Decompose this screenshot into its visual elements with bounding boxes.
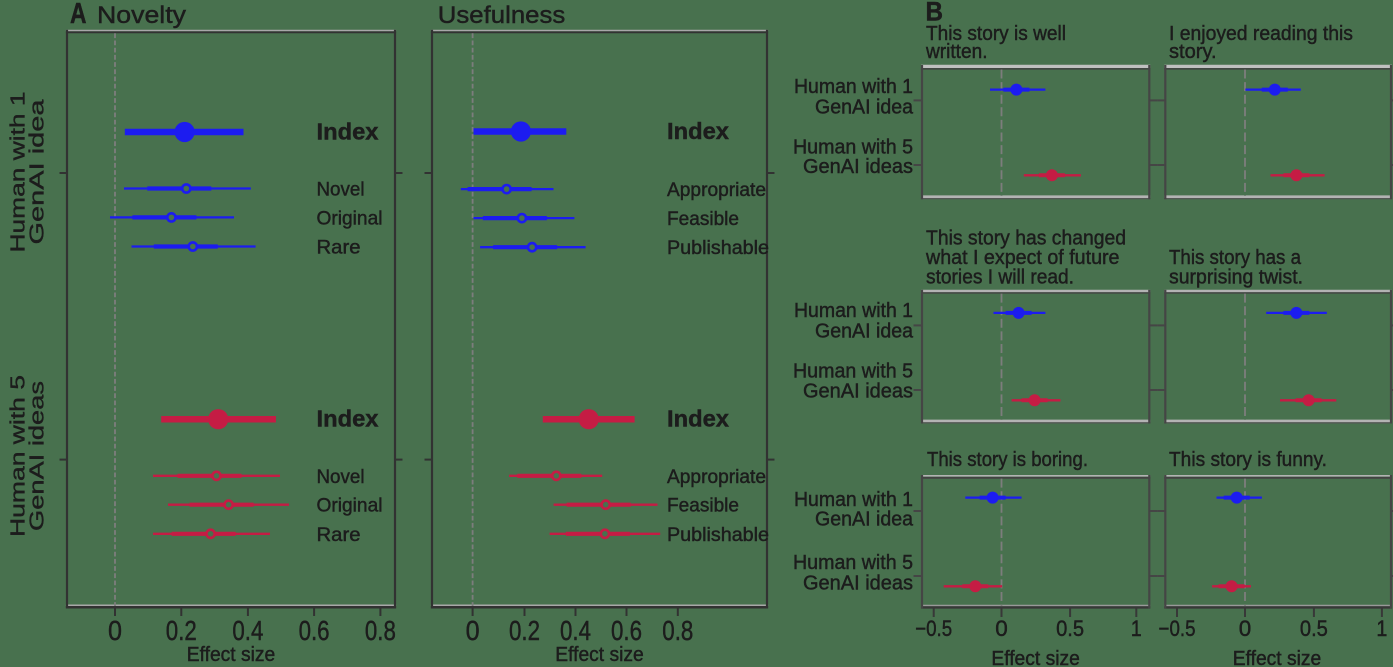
svg-text:Index: Index	[667, 406, 729, 432]
svg-text:story.: story.	[1169, 41, 1217, 63]
svg-text:Human with 5: Human with 5	[6, 375, 29, 537]
svg-text:Effect size: Effect size	[991, 648, 1080, 667]
svg-text:written.: written.	[925, 41, 987, 63]
svg-text:GenAI ideas: GenAI ideas	[803, 156, 913, 178]
svg-text:Human with 5: Human with 5	[793, 552, 913, 574]
svg-text:GenAI ideas: GenAI ideas	[803, 380, 913, 402]
svg-text:GenAI idea: GenAI idea	[815, 509, 914, 531]
svg-text:I enjoyed reading this: I enjoyed reading this	[1169, 23, 1353, 45]
svg-text:Index: Index	[667, 118, 729, 144]
svg-text:0.6: 0.6	[299, 615, 330, 646]
svg-text:Original: Original	[317, 495, 383, 517]
svg-text:Human with 1: Human with 1	[794, 76, 913, 98]
svg-text:0.4: 0.4	[560, 615, 591, 646]
svg-text:−0.5: −0.5	[915, 616, 952, 641]
svg-text:0.4: 0.4	[232, 615, 263, 646]
svg-text:GenAI ideas: GenAI ideas	[25, 381, 48, 531]
svg-text:Appropriate: Appropriate	[667, 179, 766, 201]
svg-text:Feasible: Feasible	[667, 495, 739, 517]
svg-text:Rare: Rare	[317, 237, 361, 259]
svg-text:0.6: 0.6	[611, 615, 642, 646]
svg-text:Human with 5: Human with 5	[793, 137, 913, 159]
svg-text:0: 0	[995, 616, 1008, 641]
svg-text:0.5: 0.5	[1056, 616, 1084, 641]
svg-text:GenAI ideas: GenAI ideas	[803, 572, 913, 594]
svg-text:1: 1	[1376, 616, 1387, 641]
svg-text:stories I will read.: stories I will read.	[926, 266, 1074, 288]
svg-text:Publishable: Publishable	[667, 237, 769, 259]
svg-text:Publishable: Publishable	[667, 524, 769, 546]
svg-text:Novel: Novel	[317, 466, 365, 488]
svg-text:Index: Index	[317, 406, 379, 432]
svg-text:0.2: 0.2	[509, 615, 540, 646]
svg-text:0: 0	[108, 615, 122, 646]
svg-text:surprising twist.: surprising twist.	[1169, 266, 1303, 288]
svg-text:This story is funny.: This story is funny.	[1169, 449, 1327, 471]
svg-text:Usefulness: Usefulness	[438, 2, 566, 29]
svg-text:This story is well: This story is well	[926, 23, 1066, 45]
svg-text:Human with 5: Human with 5	[793, 360, 913, 382]
svg-text:Appropriate: Appropriate	[667, 466, 766, 488]
svg-text:Effect size: Effect size	[187, 644, 276, 666]
svg-text:GenAI idea: GenAI idea	[25, 99, 48, 244]
svg-text:This story has changed: This story has changed	[926, 228, 1126, 250]
svg-text:1: 1	[1131, 616, 1142, 641]
svg-text:−0.5: −0.5	[1159, 616, 1196, 641]
svg-text:Effect size: Effect size	[1233, 648, 1322, 667]
svg-text:This story has a: This story has a	[1169, 247, 1302, 269]
svg-text:0.2: 0.2	[166, 615, 197, 646]
svg-text:Human with 1: Human with 1	[794, 300, 913, 322]
svg-text:Original: Original	[317, 207, 383, 229]
svg-text:Human with 1: Human with 1	[6, 92, 29, 253]
svg-text:GenAI idea: GenAI idea	[815, 321, 914, 343]
svg-text:what I expect of future: what I expect of future	[925, 247, 1119, 269]
svg-text:Novel: Novel	[317, 179, 365, 201]
svg-text:B: B	[926, 0, 944, 27]
svg-text:0.5: 0.5	[1300, 616, 1328, 641]
svg-text:This story is boring.: This story is boring.	[927, 449, 1088, 471]
svg-text:Effect size: Effect size	[555, 644, 644, 666]
svg-text:A: A	[70, 0, 87, 30]
svg-text:Novelty: Novelty	[97, 2, 186, 29]
svg-text:Human with 1: Human with 1	[794, 489, 913, 511]
svg-text:Index: Index	[317, 119, 379, 145]
svg-text:Feasible: Feasible	[667, 208, 739, 230]
svg-text:GenAI idea: GenAI idea	[815, 96, 914, 118]
svg-text:0.8: 0.8	[365, 615, 396, 646]
svg-text:0.8: 0.8	[662, 615, 693, 646]
svg-text:0: 0	[466, 615, 480, 646]
svg-text:0: 0	[1239, 616, 1252, 641]
svg-text:Rare: Rare	[317, 524, 361, 546]
